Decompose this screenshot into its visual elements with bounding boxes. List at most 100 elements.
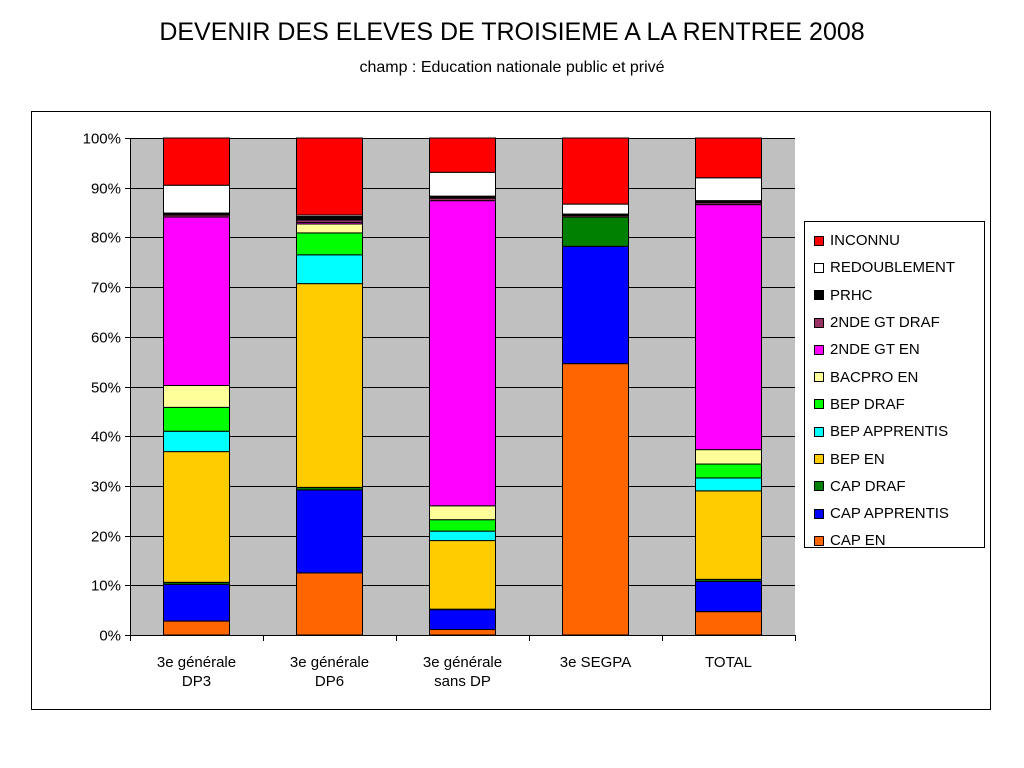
x-category-label: 3e générale (290, 654, 369, 671)
bar-segment (163, 406, 230, 432)
bar-segment (562, 363, 629, 636)
legend-item: PRHC (805, 282, 984, 309)
x-category-label: sans DP (434, 673, 491, 690)
bar-segment (429, 609, 496, 631)
y-tick-label: 40% (91, 429, 121, 446)
bar-segment (429, 540, 496, 610)
bar-segment (429, 505, 496, 521)
bar-segment (429, 530, 496, 542)
x-category-label: 3e générale (423, 654, 502, 671)
bar-segment (163, 137, 230, 186)
bar-segment (296, 223, 363, 234)
legend-swatch (814, 508, 824, 519)
legend-swatch (814, 344, 824, 355)
y-tick-label: 100% (83, 131, 121, 148)
bars (163, 137, 762, 636)
legend-label: BEP DRAF (830, 395, 905, 413)
legend-label: BACPRO EN (830, 368, 919, 386)
bar-segment (163, 184, 230, 214)
legend-label: INCONNU (830, 232, 900, 250)
bar-segment (296, 137, 363, 216)
bar-segment (695, 204, 762, 451)
bar-segment (562, 203, 629, 215)
legend: INCONNU REDOUBLEMENT PRHC 2NDE GT DRAF 2NDE … (804, 221, 985, 549)
legend-item: CAP EN (805, 527, 984, 554)
y-tick-label: 70% (91, 280, 121, 297)
legend-swatch (814, 262, 824, 273)
legend-item: CAP DRAF (805, 473, 984, 500)
legend-label: 2NDE GT EN (830, 341, 920, 359)
bar-segment (429, 137, 496, 173)
y-tick-label: 0% (99, 628, 121, 645)
legend-item: BEP EN (805, 445, 984, 472)
bar-segment (296, 216, 363, 221)
y-tick-label: 90% (91, 181, 121, 198)
bar-segment (429, 171, 496, 197)
bar-segment (163, 430, 230, 453)
legend-swatch (814, 317, 824, 328)
legend-swatch (814, 399, 824, 410)
legend-label: BEP EN (830, 450, 885, 468)
legend-swatch (814, 290, 824, 301)
bar-segment (296, 254, 363, 285)
x-category-label: DP6 (315, 673, 344, 690)
bar-segment (296, 232, 363, 256)
chart-title: DEVENIR DES ELEVES DE TROISIEME A LA REN… (159, 18, 865, 46)
y-tick-label: 20% (91, 529, 121, 546)
legend-label: CAP DRAF (830, 477, 906, 495)
x-category-label: 3e générale (157, 654, 236, 671)
legend-item: REDOUBLEMENT (805, 254, 984, 281)
legend-item: 2NDE GT DRAF (805, 309, 984, 336)
legend-label: BEP APPRENTIS (830, 423, 949, 441)
x-category-label: DP3 (182, 673, 211, 690)
y-tick-label: 30% (91, 479, 121, 496)
bar-segment (695, 177, 762, 202)
bar-segment (163, 451, 230, 583)
legend-swatch (814, 372, 824, 383)
legend-label: REDOUBLEMENT (830, 259, 956, 277)
bar-segment (163, 583, 230, 622)
bar-segment (296, 283, 363, 488)
bar-segment (429, 629, 496, 636)
bar-segment (163, 216, 230, 387)
bar-segment (695, 137, 762, 179)
bar-segment (163, 620, 230, 636)
chart-subtitle: champ : Education nationale public et pr… (359, 59, 665, 76)
bar-segment (163, 385, 230, 408)
legend-item: CAP APPRENTIS (805, 500, 984, 527)
x-category-label: 3e SEGPA (560, 654, 631, 671)
legend-item: INCONNU (805, 227, 984, 254)
bar-segment (296, 489, 363, 574)
bar-segment (296, 572, 363, 636)
bar-segment (695, 490, 762, 580)
legend-swatch (814, 481, 824, 492)
legend-swatch (814, 535, 824, 546)
bar-segment (695, 449, 762, 465)
bar-segment (695, 477, 762, 492)
bar-segment (429, 519, 496, 532)
bar-segment (562, 216, 629, 247)
legend-swatch (814, 454, 824, 465)
legend-swatch (814, 426, 824, 437)
legend-label: CAP EN (830, 532, 886, 550)
x-category-label: TOTAL (705, 654, 752, 671)
bar-segment (695, 580, 762, 613)
y-tick-label: 50% (91, 380, 121, 397)
legend-label: CAP APPRENTIS (830, 505, 949, 523)
y-tick-label: 60% (91, 330, 121, 347)
legend-label: 2NDE GT DRAF (830, 314, 940, 332)
legend-item: BEP APPRENTIS (805, 418, 984, 445)
bar-segment (429, 200, 496, 507)
legend-swatch (814, 235, 824, 246)
y-tick-label: 10% (91, 578, 121, 595)
legend-item: 2NDE GT EN (805, 336, 984, 363)
bar-segment (562, 137, 629, 205)
axes: 0% 10% 20% 30% 40% 50% 60% 70% 80% 90% 100% 3e géné… (83, 131, 796, 690)
bar-segment (562, 245, 629, 365)
legend-item: BACPRO EN (805, 363, 984, 390)
legend-item: BEP DRAF (805, 391, 984, 418)
bar-segment (695, 611, 762, 636)
bar-segment (695, 463, 762, 479)
legend-label: PRHC (830, 286, 873, 304)
